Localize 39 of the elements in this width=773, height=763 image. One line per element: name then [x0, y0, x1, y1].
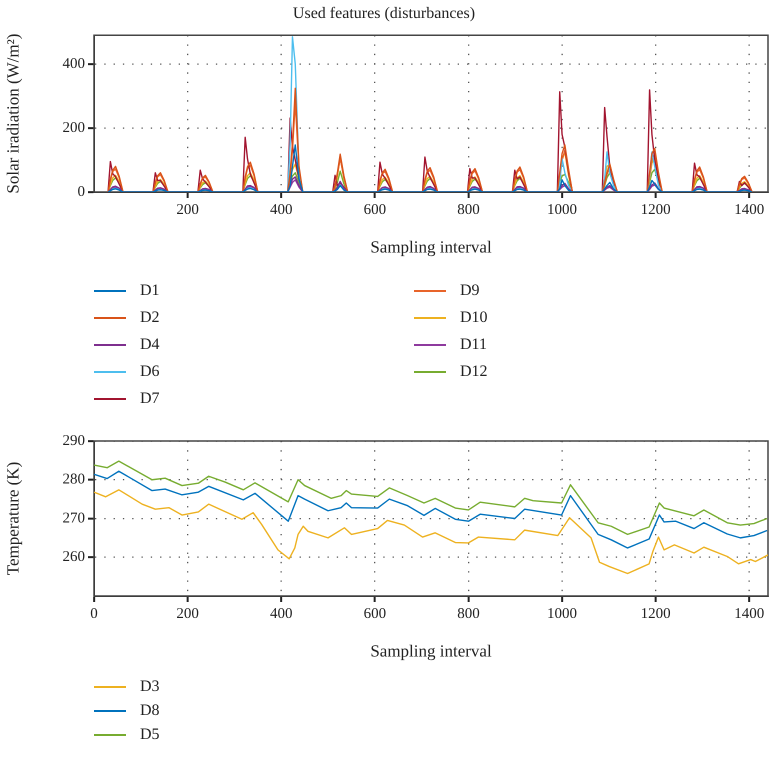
- legend-label: D3: [140, 678, 160, 696]
- x-tick-label: 1400: [734, 202, 764, 218]
- legend-label: D9: [460, 282, 480, 300]
- x-tick-label: 400: [270, 202, 292, 218]
- y-axis-title: Solar iradiation (W/m²): [4, 34, 23, 194]
- x-tick-label: 400: [270, 606, 292, 622]
- x-tick-label: 200: [176, 606, 199, 622]
- y-tick-label: 0: [78, 184, 85, 200]
- x-tick-label: 0: [90, 606, 98, 622]
- x-tick-label: 1200: [640, 202, 671, 218]
- y-tick-label: 260: [62, 549, 85, 566]
- legend-label: D8: [140, 702, 160, 720]
- x-tick-label: 200: [176, 202, 199, 218]
- legend-label: D10: [460, 309, 488, 327]
- x-axis-title: Sampling interval: [370, 237, 492, 256]
- x-tick-label: 1200: [640, 606, 671, 622]
- x-tick-label: 800: [457, 202, 480, 218]
- legend-label: D12: [460, 363, 488, 381]
- x-tick-label: 600: [364, 606, 386, 622]
- x-tick-label: 1000: [547, 606, 578, 622]
- legend-label: D2: [140, 309, 160, 327]
- x-tick-label: 1400: [734, 606, 764, 622]
- legend-label: D5: [140, 726, 160, 744]
- legend-label: D4: [140, 336, 160, 354]
- y-tick-label: 280: [62, 472, 85, 488]
- y-tick-label: 400: [62, 56, 85, 72]
- legend-label: D7: [140, 390, 160, 408]
- y-tick-label: 200: [62, 120, 85, 136]
- legend-label: D6: [140, 363, 160, 381]
- x-tick-label: 1000: [547, 202, 578, 218]
- y-tick-label: 290: [62, 432, 85, 449]
- legend-label: D11: [460, 336, 487, 354]
- x-tick-label: 800: [457, 606, 480, 622]
- legend-label: D1: [140, 282, 160, 300]
- x-tick-label: 600: [364, 202, 386, 218]
- y-tick-label: 270: [62, 510, 85, 526]
- y-axis-title: Temperature (K): [4, 462, 23, 576]
- chart-title: Used features (disturbances): [292, 4, 476, 22]
- x-axis-title: Sampling interval: [370, 641, 492, 660]
